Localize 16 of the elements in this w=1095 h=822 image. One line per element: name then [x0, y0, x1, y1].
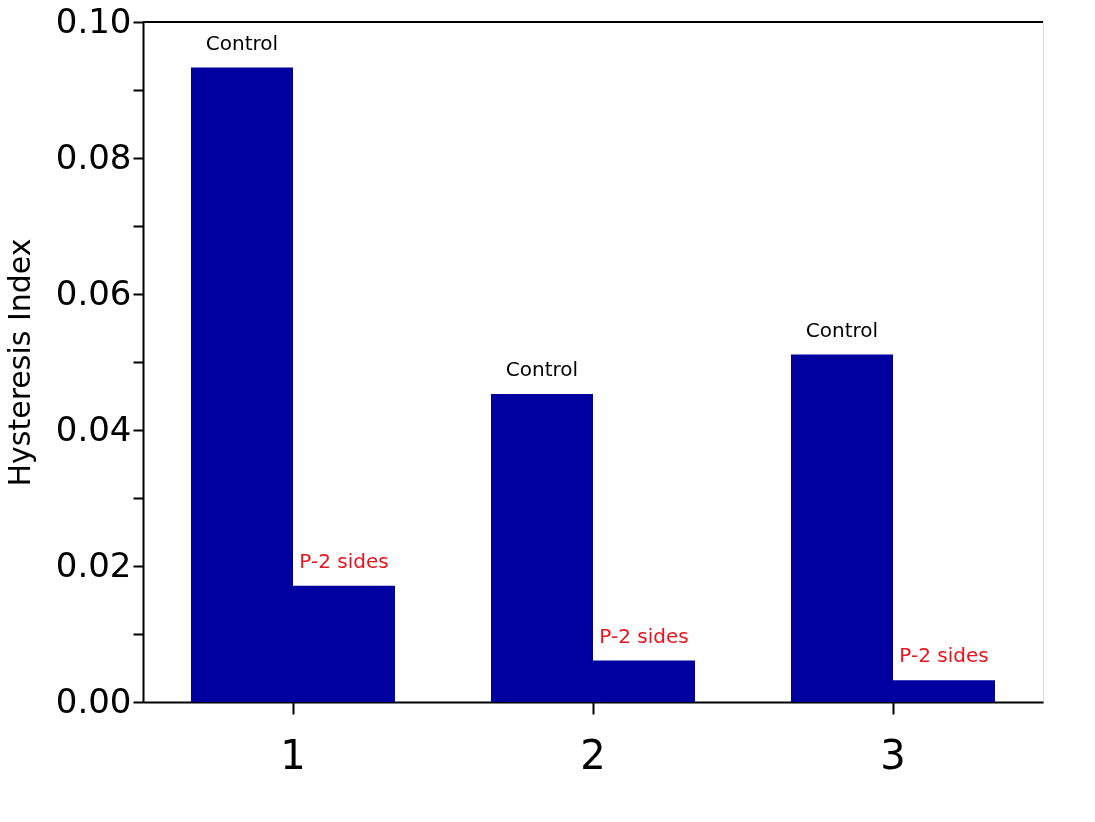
series-label: P-2 sides [299, 548, 389, 573]
x-tick-label: 3 [880, 731, 906, 778]
y-axis-title: Hysteresis Index [1, 238, 37, 487]
x-tick-label: 2 [580, 731, 606, 778]
text: P-2 sides [599, 623, 689, 648]
y-tick-label: 0.04 [55, 408, 132, 449]
y-tick-label: 0.10 [55, 0, 132, 41]
y-tick-label: 0.02 [55, 544, 132, 585]
series-label: Control [205, 30, 279, 55]
y-tick-label: 0.00 [55, 680, 132, 721]
text: Control [505, 356, 579, 381]
text: Control [805, 317, 879, 342]
y-tick-label: 0.06 [55, 272, 132, 313]
text: P-2 sides [899, 643, 989, 668]
y-tick-label: 0.08 [55, 136, 132, 177]
x-tick-label: 1 [280, 731, 306, 778]
